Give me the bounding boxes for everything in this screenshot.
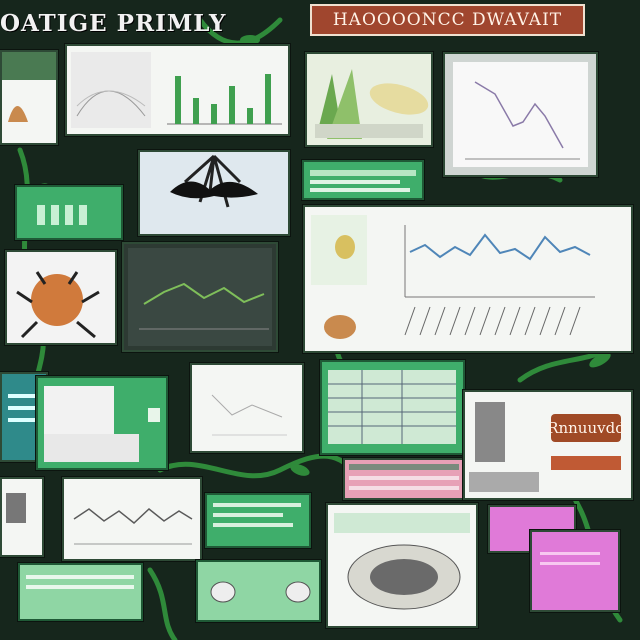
bar	[175, 76, 181, 124]
line-chart	[453, 62, 588, 167]
green-data-strip	[302, 160, 424, 200]
report-table	[44, 386, 160, 462]
table-strip	[310, 170, 416, 192]
wave-chart	[311, 215, 595, 339]
green-legend-panel	[15, 185, 123, 240]
green-bottom-center	[196, 560, 321, 622]
callout-stripe	[551, 456, 621, 470]
seed-icon	[2, 52, 56, 122]
dark-chart-panel	[122, 242, 278, 352]
document-chart	[211, 394, 287, 436]
pink-note-lines	[540, 552, 600, 565]
green-report-panel	[36, 376, 168, 470]
bar-chart	[71, 52, 282, 128]
note-lines	[213, 503, 301, 527]
callout-panel: Rnnuuvdd	[463, 390, 633, 500]
green-table-panel	[320, 360, 465, 455]
bottom-table	[26, 575, 134, 589]
wave-chart-panel	[303, 205, 633, 353]
corn-photo-panel	[305, 52, 433, 147]
bar	[265, 74, 271, 124]
bar	[247, 108, 253, 124]
data-table	[328, 370, 456, 444]
bar	[193, 98, 199, 124]
bar-chart-panel	[65, 44, 290, 136]
teal-bars	[8, 394, 38, 422]
callout-badge: Rnnuuvdd	[547, 414, 625, 442]
pink-table	[349, 464, 459, 490]
green-bottom-left	[18, 563, 143, 621]
root-photo-panel	[138, 150, 290, 236]
sine-chart	[73, 508, 193, 545]
thumbnail-card	[0, 50, 58, 145]
photo-thumb	[6, 493, 26, 523]
sine-chart-panel	[62, 477, 202, 561]
banner-title: HAOOOONCC DWAVAIT	[310, 4, 585, 36]
bar	[211, 104, 217, 124]
board-title: OATIGE PRIMLY	[0, 10, 227, 37]
seed-icon	[210, 581, 311, 603]
line-chart-panel	[443, 52, 598, 177]
callout-label: Rnnuuvdd	[547, 419, 625, 437]
small-photo-panel	[0, 477, 44, 557]
pink-strip-panel	[343, 458, 465, 500]
bar	[229, 86, 235, 124]
corn-icon	[335, 235, 355, 259]
legend-bars	[37, 205, 87, 225]
seed-icon	[324, 315, 356, 339]
insect-photo-panel	[5, 250, 117, 345]
corn-icon	[307, 54, 431, 145]
diagram-panel	[326, 503, 478, 628]
dark-line-chart	[128, 248, 272, 346]
green-notes-panel	[205, 493, 311, 548]
document-sheet-panel	[190, 363, 304, 453]
root-icon	[140, 152, 288, 234]
pink-note-bottom	[530, 530, 620, 612]
cell-diagram	[334, 513, 470, 610]
insect-icon	[7, 252, 115, 343]
callout-art	[469, 402, 539, 492]
